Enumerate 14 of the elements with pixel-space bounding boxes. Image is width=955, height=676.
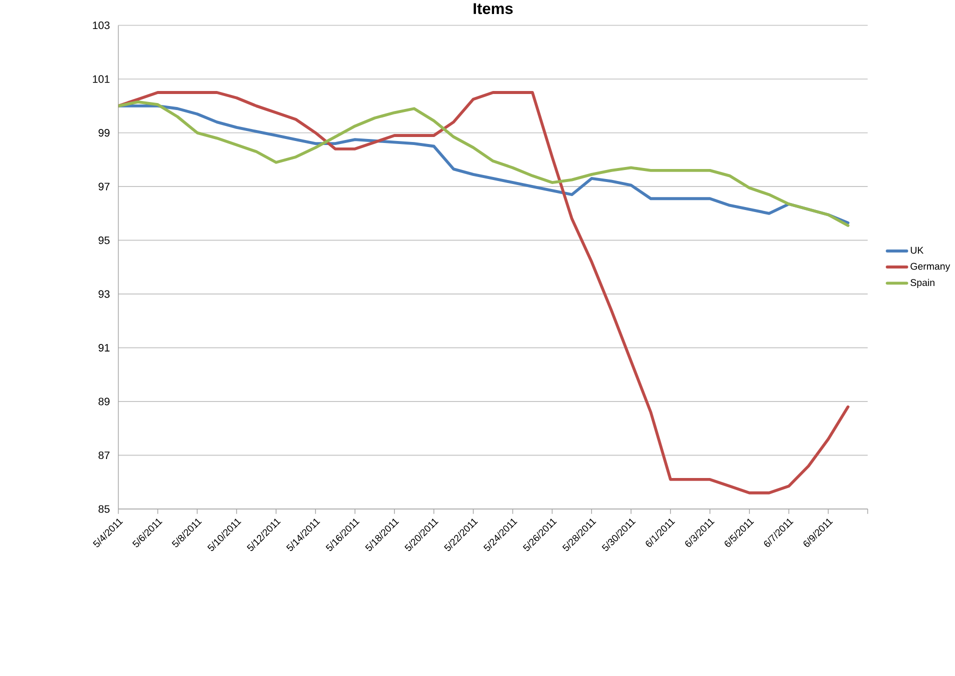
y-tick-label: 101 [92, 75, 110, 84]
y-tick-label: 85 [98, 505, 110, 513]
y-tick-label: 95 [98, 236, 110, 244]
y-tick-label: 97 [98, 182, 110, 191]
legend-label: Germany [910, 263, 950, 272]
y-tick-label: 103 [92, 22, 110, 30]
y-tick-label: 89 [98, 398, 110, 406]
chart-title: Items [474, 3, 513, 14]
y-tick-label: 91 [98, 344, 110, 352]
y-tick-label: 93 [98, 290, 110, 298]
legend-label: UK [910, 247, 924, 254]
y-tick-label: 99 [98, 129, 110, 137]
legend-label: Spain [910, 279, 934, 288]
y-tick-label: 87 [98, 452, 110, 460]
